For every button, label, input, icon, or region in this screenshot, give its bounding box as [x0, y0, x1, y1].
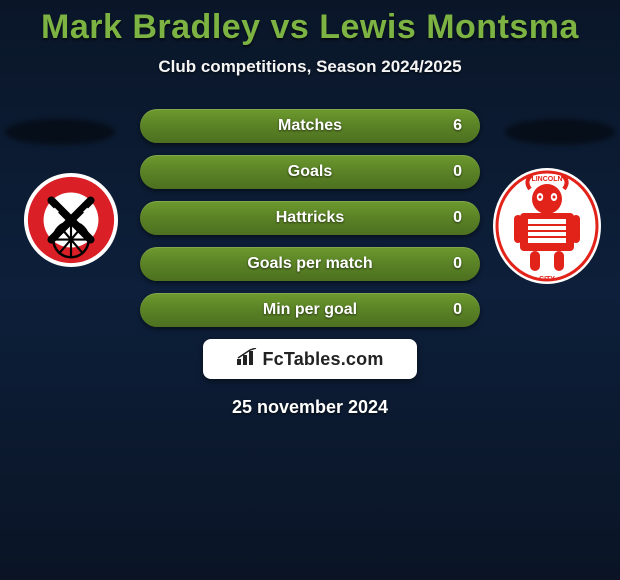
stat-value: 0: [453, 301, 462, 319]
stat-value: 0: [453, 209, 462, 227]
stat-label: Goals per match: [247, 255, 372, 273]
bars-icon: [236, 348, 258, 371]
date-text: 25 november 2024: [140, 397, 480, 418]
stats-column: Matches 6 Goals 0 Hattricks 0 Goals per …: [140, 109, 480, 418]
stat-label: Hattricks: [276, 209, 344, 227]
stat-label: Min per goal: [263, 301, 357, 319]
shadow-left: [5, 119, 115, 145]
subtitle: Club competitions, Season 2024/2025: [0, 57, 620, 77]
shadow-right: [505, 119, 615, 145]
club-crest-left: [22, 171, 120, 269]
stat-pill-matches: Matches 6: [140, 109, 480, 143]
attribution-text: FcTables.com: [262, 349, 383, 370]
stat-value: 0: [453, 163, 462, 181]
stat-pill-hattricks: Hattricks 0: [140, 201, 480, 235]
stat-label: Matches: [278, 117, 342, 135]
page-title: Mark Bradley vs Lewis Montsma: [0, 0, 620, 47]
attribution-box: FcTables.com: [203, 339, 417, 379]
svg-text:LINCOLN: LINCOLN: [531, 176, 562, 183]
stat-pill-goals-per-match: Goals per match 0: [140, 247, 480, 281]
stat-pill-min-per-goal: Min per goal 0: [140, 293, 480, 327]
stat-value: 0: [453, 255, 462, 273]
stat-label: Goals: [288, 163, 332, 181]
stat-value: 6: [453, 117, 462, 135]
svg-text:CITY: CITY: [539, 276, 555, 283]
club-crest-right: LINCOLN CITY: [492, 167, 602, 285]
stat-pill-goals: Goals 0: [140, 155, 480, 189]
